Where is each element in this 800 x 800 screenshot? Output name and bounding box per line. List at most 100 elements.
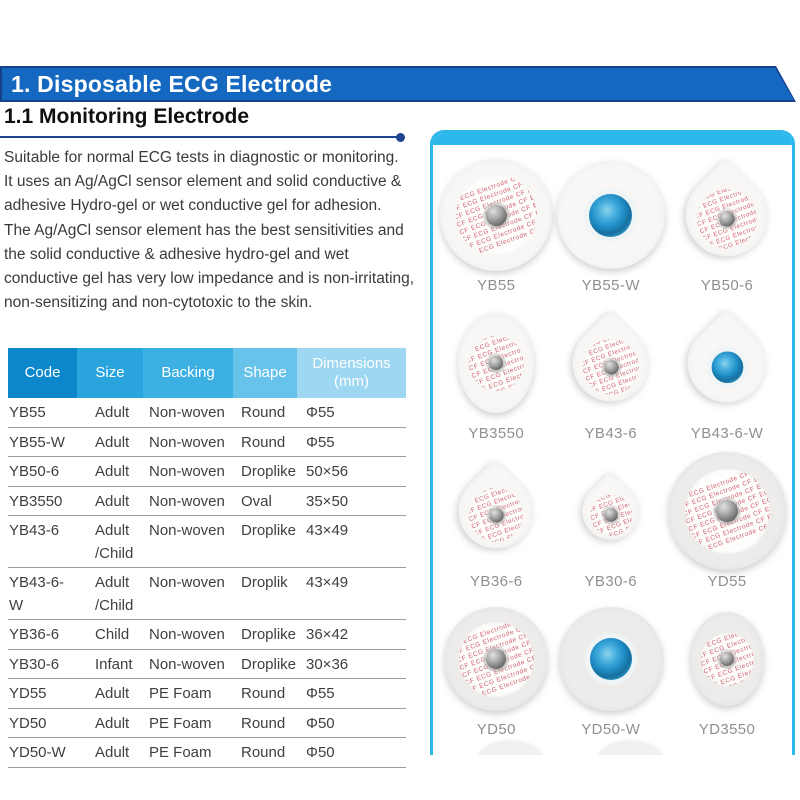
table-cell: Non-woven [143,649,233,679]
table-cell: Oval [233,486,297,516]
electrode-snap-stud [604,508,618,522]
electrode-core: CF ECG Electrode CF ECG Electrode CF ECG… [668,452,786,570]
table-row: YB30-6 Infant Non-woven Droplike 30×36 [8,649,406,679]
electrode-pad: CF ECG Electrode CF ECG Electrode CF ECG… [668,156,786,274]
table-cell: Non-woven [143,515,233,568]
table-cell: Adult /Child [77,515,143,568]
table-cell: Adult [77,398,143,428]
electrode-pad: CF ECG Electrode CF ECG Electrode CF ECG… [444,607,549,711]
spec-table: Code Size Backing Shape Dimensions (mm) YB55… [8,348,406,768]
table-cell: Adult [77,427,143,457]
electrode-pad: CF ECG Electrode CF ECG Electrode CF ECG… [668,452,786,570]
table-cell: 43×49 [297,515,406,568]
table-cell: Adult [77,737,143,768]
electrode-pad [671,307,783,419]
table-cell: YB43-6-W [8,567,77,620]
table-cell: PE Foam [143,708,233,738]
product-item-yb50-6: CF ECG Electrode CF ECG Electrode CF ECG… [668,153,786,301]
electrode-core: CF ECG Electrode CF ECG Electrode CF ECG… [572,328,649,405]
table-cell: YB55 [8,398,77,428]
table-cell: Round [233,678,297,709]
electrode-snap-stud [720,652,734,666]
table-cell: Non-woven [143,398,233,428]
table-cell: Non-woven [143,456,233,487]
electrode-snap-stud [489,507,504,523]
electrode-image-area: CF ECG Electrode CF ECG Electrode CF ECG… [554,301,669,425]
table-cell: YD55 [8,678,77,709]
table-cell: 43×49 [297,567,406,620]
electrode-image-area: CF ECG Electrode CF ECG Electrode CF ECG… [439,597,554,721]
electrode-core: CF ECG Electrode CF ECG Electrode CF ECG… [686,178,769,261]
table-cell: Adult [77,456,143,487]
electrode-pad [556,161,665,269]
product-item-yd50-w: YD50-W [554,597,669,745]
table-cell: YB43-6 [8,515,77,568]
product-label: YB43-6-W [690,425,764,442]
table-cell: 36×42 [297,619,406,650]
table-cell: Droplike [233,456,297,487]
table-cell: Round [233,737,297,768]
product-item-yb30-6: CF ECG Electrode CF ECG Electrode CF ECG… [554,449,669,597]
electrode-pad: CF ECG Electrode CF ECG Electrode CF ECG… [690,612,764,706]
electrode-image-area: CF ECG Electrode CF ECG Electrode CF ECG… [439,449,554,573]
spec-header-row: Code Size Backing Shape Dimensions (mm) [8,348,406,398]
table-cell: Adult [77,678,143,709]
electrode-pad: CF ECG Electrode CF ECG Electrode CF ECG… [570,470,652,552]
table-cell: 35×50 [297,486,406,516]
electrode-core: CF ECG Electrode CF ECG Electrode CF ECG… [690,612,764,706]
electrode-pad: CF ECG Electrode CF ECG Electrode CF ECG… [556,308,666,418]
table-cell: Adult [77,486,143,516]
table-cell: Non-woven [143,619,233,650]
electrode-image-area: CF ECG Electrode CF ECG Electrode CF ECG… [439,301,554,425]
table-header-cell: Size [77,348,143,398]
page-title-banner: 1. Disposable ECG Electrode [0,66,796,102]
table-cell: Non-woven [143,486,233,516]
table-cell: Adult [77,708,143,738]
electrode-image-area: CF ECG Electrode CF ECG Electrode CF ECG… [554,449,669,573]
electrode-image-area [554,597,669,721]
section-title: 1.1 Monitoring Electrode [4,105,250,128]
electrode-snap-stud [489,356,504,370]
product-label: YD3550 [698,721,756,738]
electrode-image-area [554,153,669,277]
partial-electrode-left [477,741,543,755]
table-cell: YB55-W [8,427,77,457]
product-item-yb55-w: YB55-W [554,153,669,301]
electrode-image-area: CF ECG Electrode CF ECG Electrode CF ECG… [668,449,786,573]
electrode-gel-center [589,638,632,680]
table-cell: PE Foam [143,737,233,768]
description-text: Suitable for normal ECG tests in diagnos… [4,149,415,312]
table-row: YB43-6 Adult /Child Non-woven Droplike 43×49 [8,515,406,568]
table-row: YB36-6 Child Non-woven Droplike 36×42 [8,619,406,650]
table-cell: Φ55 [297,398,406,428]
table-cell: Φ55 [297,427,406,457]
table-row: YB3550 Adult Non-woven Oval 35×50 [8,486,406,516]
product-label: YB3550 [468,425,525,442]
product-label: YD50-W [581,721,641,738]
page-title: 1. Disposable ECG Electrode [11,70,333,97]
table-cell: YD50 [8,708,77,738]
product-item-yb3550: CF ECG Electrode CF ECG Electrode CF ECG… [439,301,554,449]
table-cell: Child [77,619,143,650]
table-header-cell: Dimensions (mm) [297,348,406,398]
electrode-gel-center [589,193,633,237]
table-row: YB55 Adult Non-woven Round Φ55 [8,398,406,428]
electrode-core: CF ECG Electrode CF ECG Electrode CF ECG… [440,159,552,271]
electrode-image-area: CF ECG Electrode CF ECG Electrode CF ECG… [668,153,786,277]
table-cell: Round [233,427,297,457]
product-item-yd55: CF ECG Electrode CF ECG Electrode CF ECG… [668,449,786,597]
spec-table-body: YB55 Adult Non-woven Round Φ55 YB55-W Adult Non… [8,398,406,768]
electrode-image-area: CF ECG Electrode CF ECG Electrode CF ECG… [439,153,554,277]
electrode-core: CF ECG Electrode CF ECG Electrode CF ECG… [582,486,640,544]
electrode-image-area [668,301,786,425]
product-label: YB30-6 [584,573,637,590]
product-item-yb36-6: CF ECG Electrode CF ECG Electrode CF ECG… [439,449,554,597]
electrode-core: CF ECG Electrode CF ECG Electrode CF ECG… [459,477,534,552]
table-row: YB55-W Adult Non-woven Round Φ55 [8,427,406,457]
table-cell: PE Foam [143,678,233,709]
table-row: YB50-6 Adult Non-woven Droplike 50×56 [8,456,406,487]
electrode-core: CF ECG Electrode CF ECG Electrode CF ECG… [458,313,534,413]
product-item-yd3550: CF ECG Electrode CF ECG Electrode CF ECG… [668,597,786,745]
table-row: YD50 Adult PE Foam Round Φ50 [8,708,406,738]
electrode-snap-stud [716,500,738,522]
